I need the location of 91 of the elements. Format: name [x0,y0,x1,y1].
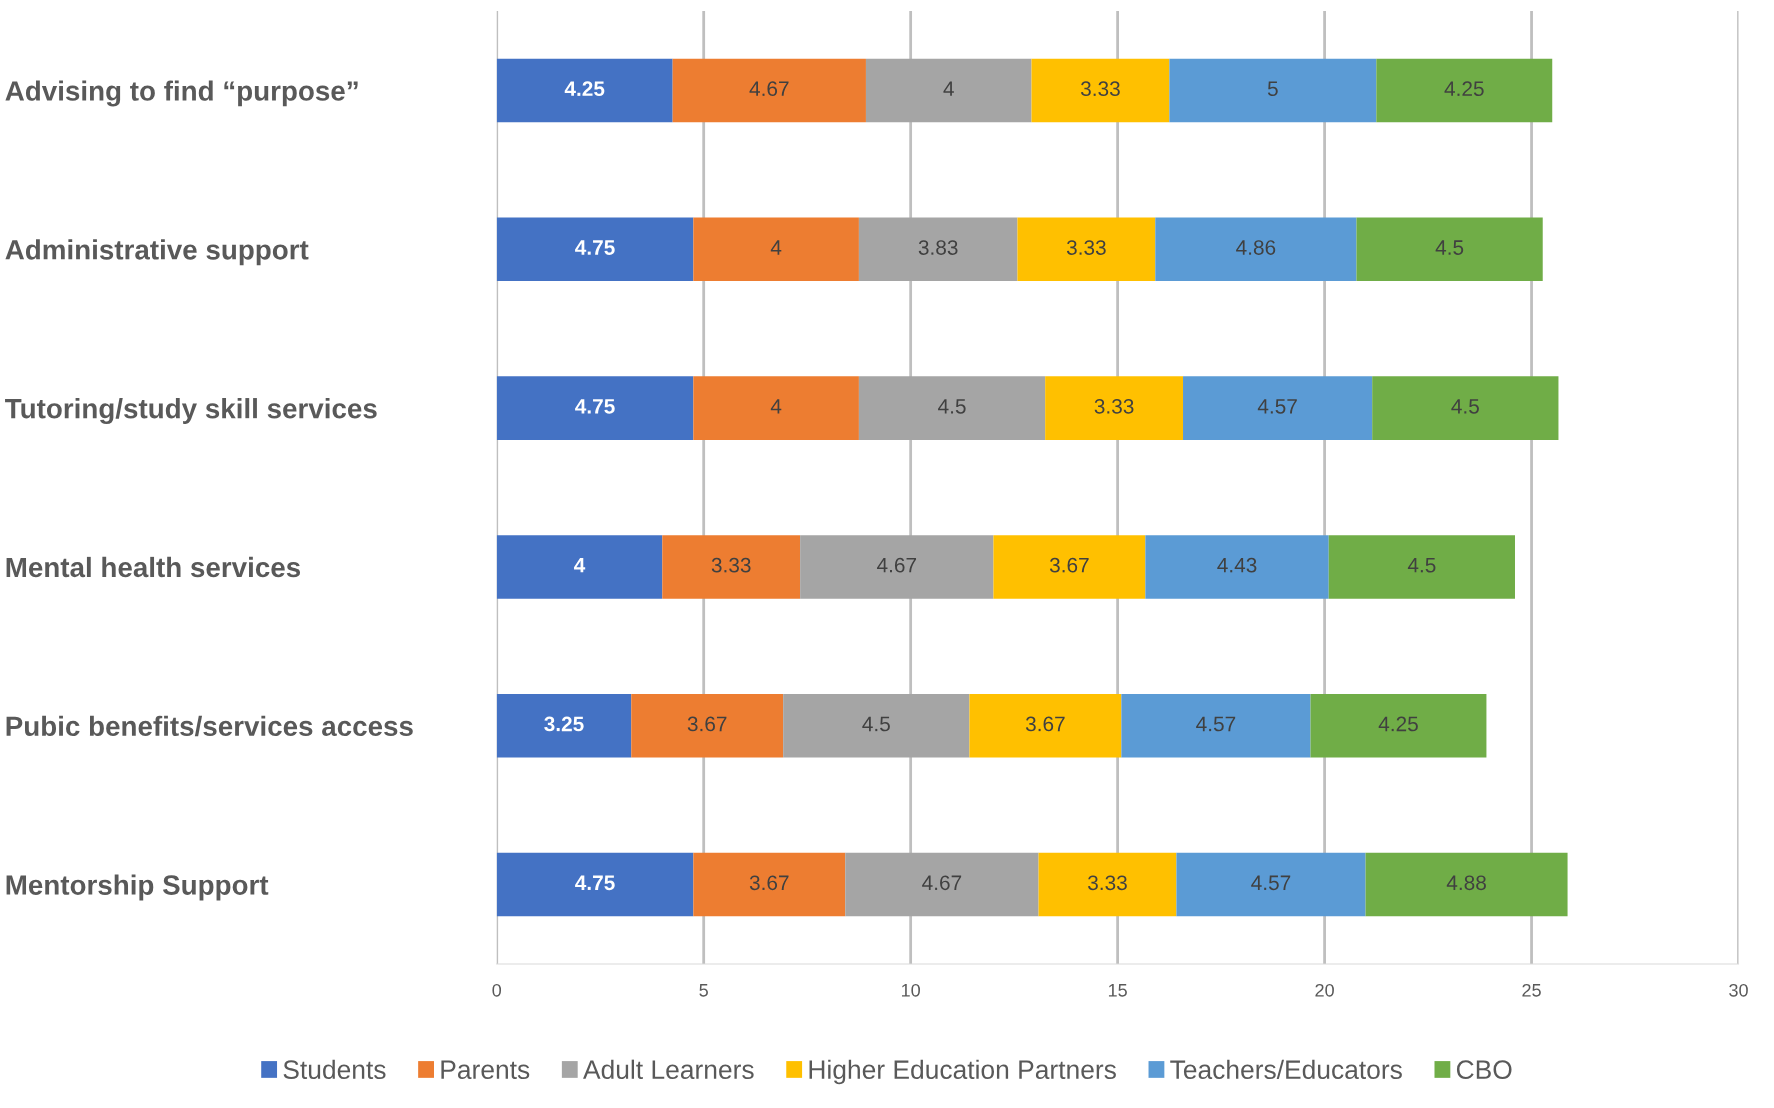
data-label: 3.25 [544,716,584,732]
data-label: 4 [770,240,782,255]
y-tick-label: Mental health services [6,556,301,578]
data-label: 4 [943,81,954,96]
bar [662,535,801,599]
data-label: 3.67 [1049,557,1089,573]
data-label: 5 [1267,81,1278,97]
x-tick-label: 0 [492,983,502,997]
data-label: 4.5 [938,399,966,414]
x-tick-label: 5 [699,984,708,997]
data-label: 3.67 [687,716,727,732]
data-label: 4.67 [749,81,789,97]
data-label: 4.5 [1407,557,1436,573]
bar [1121,693,1311,758]
data-label: 4 [574,557,586,573]
data-label: 3.33 [1066,240,1106,255]
data-label: 3.67 [1025,716,1065,732]
data-label: 4.67 [922,875,962,891]
y-tick-label: Pubic benefits/services access [6,715,413,737]
bar [783,693,970,758]
bar [1365,852,1568,917]
data-label: 4.57 [1257,399,1297,414]
x-tick-label: 10 [901,983,920,997]
data-label: 4.75 [575,240,615,255]
bar [496,58,673,123]
bar [1356,217,1543,282]
bar [865,58,1032,123]
data-label: 3.33 [1094,398,1134,414]
y-tick-label: Administrative support [5,239,309,266]
bar [1169,58,1377,123]
bar [1328,535,1515,599]
x-tick-label: 30 [1729,983,1748,997]
bar [496,535,663,599]
data-label: 4.25 [564,81,605,97]
data-label: 4.25 [1378,716,1418,732]
data-label: 4.5 [862,716,890,732]
bar [693,852,846,917]
bar [1376,58,1553,123]
data-label: 4.67 [876,557,917,573]
data-label: 4.75 [575,875,615,891]
bar [1176,852,1366,917]
data-label: 4.5 [1435,240,1464,255]
data-label: 4.57 [1196,716,1236,732]
bar [1310,693,1487,758]
data-label: 3.83 [918,240,958,255]
bar [1155,217,1357,282]
bar [672,58,866,123]
bar [800,535,994,599]
bar [1038,852,1177,917]
bar [1017,217,1156,282]
bar [993,535,1146,599]
y-tick-label: Tutoring/study skill services [5,398,377,425]
y-tick-label: Advising to find “purpose” [5,80,358,107]
x-tick-label: 25 [1522,983,1541,997]
data-label: 3.33 [711,557,751,573]
data-label: 3.33 [1088,875,1127,891]
bar [693,376,859,440]
legend-label: Adult Learners [583,1059,754,1080]
data-label: 4.43 [1217,557,1257,573]
bar [1183,376,1373,440]
legend-label: CBO [1456,1060,1512,1080]
bar [969,693,1122,758]
bar [1045,376,1184,440]
bar [1031,58,1170,123]
data-label: 4.25 [1444,81,1484,97]
data-label: 4.86 [1236,240,1276,255]
data-label: 4 [770,399,782,414]
legend-label: Parents [441,1060,530,1080]
bar [845,852,1039,917]
bar [858,217,1018,282]
bar [496,693,632,758]
bar [1145,535,1329,599]
y-tick-label: Mentorship Support [6,874,269,901]
data-label: 4.75 [575,399,615,414]
bar [858,376,1046,440]
data-label: 4.5 [1451,399,1479,414]
x-tick-label: 20 [1315,983,1334,997]
x-tick-label: 15 [1108,984,1127,997]
legend-label: Teachers/Educators [1170,1059,1402,1080]
data-label: 3.67 [749,875,789,891]
bar [1372,376,1559,440]
bar [496,376,694,440]
data-label: 3.33 [1080,81,1120,97]
legend-label: Students [283,1059,386,1080]
data-label: 4.88 [1446,875,1486,891]
bar [631,693,784,758]
bar [496,852,694,917]
legend-label: Higher Education Partners [809,1059,1116,1085]
bar [693,217,859,282]
bar [496,217,694,282]
data-label: 4.57 [1251,875,1291,891]
